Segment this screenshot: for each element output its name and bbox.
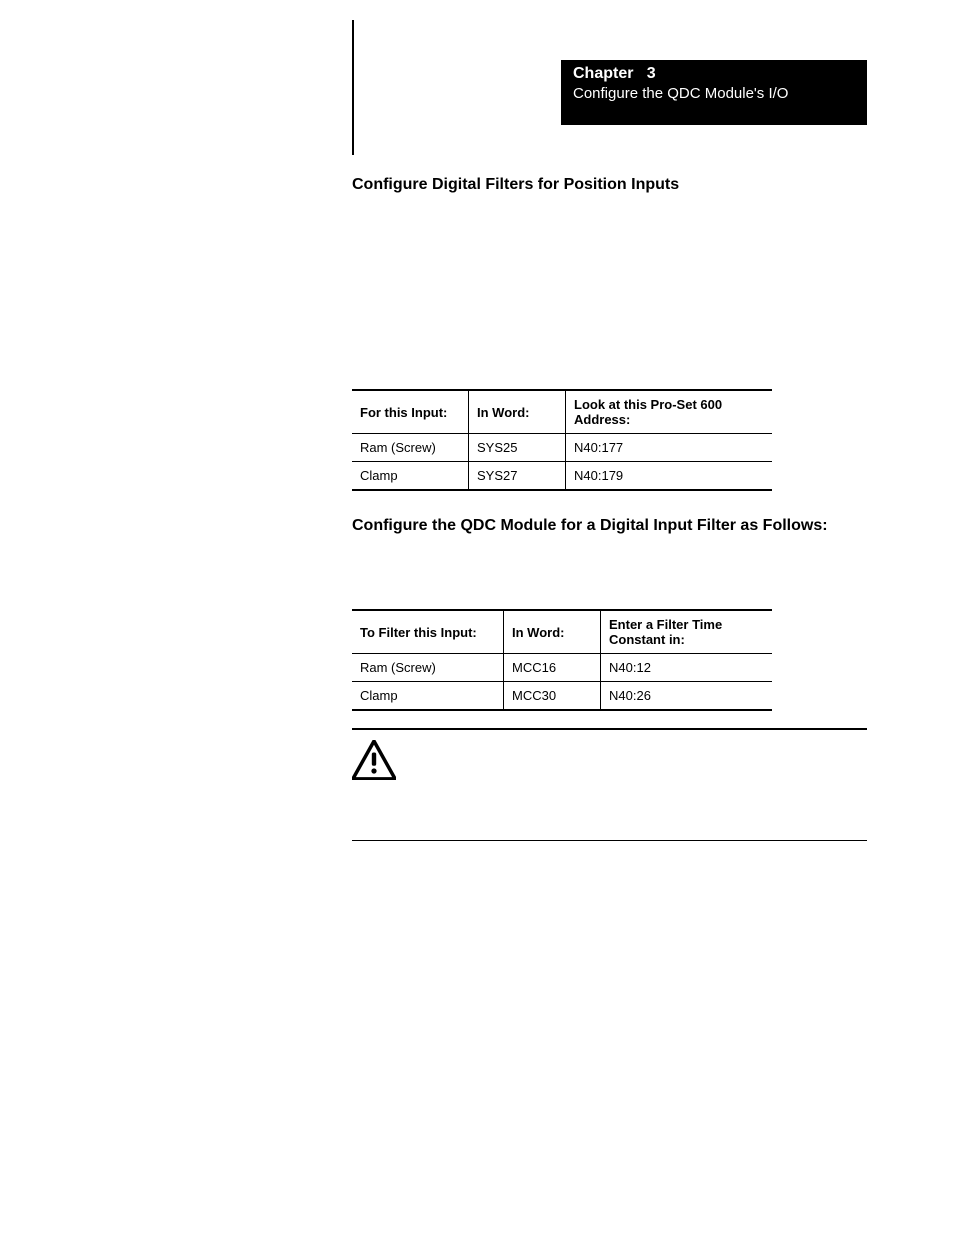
table-cell: SYS27 [469, 462, 566, 491]
attention-icon [352, 740, 396, 780]
table-header: Enter a Filter Time Constant in: [601, 610, 773, 654]
vertical-rule [352, 20, 354, 155]
table-header-row: To Filter this Input: In Word: Enter a F… [352, 610, 772, 654]
table-cell: MCC30 [504, 682, 601, 711]
chapter-header: Chapter 3 Configure the QDC Module's I/O [561, 60, 867, 125]
table-cell: Ram (Screw) [352, 654, 504, 682]
table-cell: N40:179 [566, 462, 773, 491]
table-cell: MCC16 [504, 654, 601, 682]
table-row: Ram (Screw) SYS25 N40:177 [352, 434, 772, 462]
attention-bottom-rule [352, 840, 867, 841]
table-cell: N40:177 [566, 434, 773, 462]
table-header: To Filter this Input: [352, 610, 504, 654]
table-row: Clamp MCC30 N40:26 [352, 682, 772, 711]
section-heading-2: Configure the QDC Module for a Digital I… [352, 517, 828, 535]
chapter-label: Chapter [573, 65, 633, 82]
table-header: For this Input: [352, 390, 469, 434]
chapter-number: 3 [647, 65, 656, 82]
attention-block [352, 728, 867, 841]
table-header: In Word: [469, 390, 566, 434]
table-cell: Clamp [352, 462, 469, 491]
table-row: Clamp SYS27 N40:179 [352, 462, 772, 491]
table-cell: N40:12 [601, 654, 773, 682]
page: Chapter 3 Configure the QDC Module's I/O… [0, 0, 954, 1235]
table-position-filters: For this Input: In Word: Look at this Pr… [352, 389, 772, 491]
attention-top-rule [352, 728, 867, 730]
table-cell: Clamp [352, 682, 504, 711]
table-row: Ram (Screw) MCC16 N40:12 [352, 654, 772, 682]
table-cell: SYS25 [469, 434, 566, 462]
table-header: Look at this Pro-Set 600 Address: [566, 390, 773, 434]
table-header-row: For this Input: In Word: Look at this Pr… [352, 390, 772, 434]
section-heading-1: Configure Digital Filters for Position I… [352, 176, 679, 194]
chapter-title: Configure the QDC Module's I/O [573, 85, 855, 102]
table-filter-time-constants: To Filter this Input: In Word: Enter a F… [352, 609, 772, 711]
chapter-label-line: Chapter 3 [573, 65, 855, 83]
table-cell: Ram (Screw) [352, 434, 469, 462]
table-header: In Word: [504, 610, 601, 654]
table-cell: N40:26 [601, 682, 773, 711]
